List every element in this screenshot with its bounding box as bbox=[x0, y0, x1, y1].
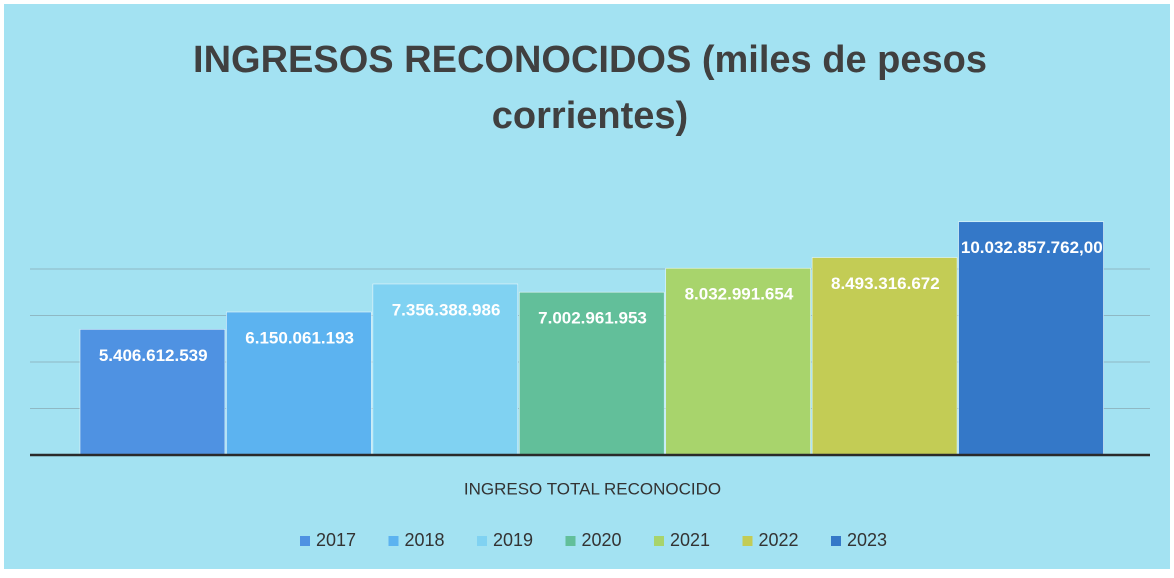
legend-label: 2023 bbox=[847, 530, 887, 550]
legend-swatch bbox=[388, 536, 399, 546]
data-label: 7.356.388.986 bbox=[392, 300, 501, 319]
bar bbox=[226, 311, 372, 456]
data-label: 8.032.991.654 bbox=[685, 285, 794, 304]
data-label: 5.406.612.539 bbox=[99, 346, 208, 365]
bar bbox=[372, 283, 519, 456]
legend-label: 2017 bbox=[316, 530, 356, 550]
legend-label: 2021 bbox=[670, 530, 710, 550]
legend-swatch bbox=[831, 536, 841, 546]
legend-swatch bbox=[565, 536, 576, 546]
data-label: 7.002.961.953 bbox=[538, 309, 647, 328]
legend-label: 2020 bbox=[582, 530, 622, 550]
legend-swatch bbox=[300, 536, 310, 546]
bar bbox=[518, 291, 665, 456]
x-tick-label: INGRESO TOTAL RECONOCIDO bbox=[464, 479, 721, 498]
legend-swatch bbox=[654, 536, 664, 546]
legend-swatch bbox=[477, 536, 487, 546]
bar bbox=[79, 328, 226, 456]
data-label: 6.150.061.193 bbox=[245, 328, 354, 347]
chart-title: corrientes) bbox=[492, 95, 688, 137]
legend-swatch bbox=[742, 536, 753, 546]
legend-label: 2019 bbox=[493, 530, 533, 550]
bar bbox=[665, 267, 811, 456]
data-label: 8.493.316.672 bbox=[831, 274, 940, 293]
legend-label: 2018 bbox=[405, 530, 445, 550]
legend-label: 2022 bbox=[759, 530, 799, 550]
bar bbox=[811, 257, 958, 456]
data-label: 10.032.857.762,00 bbox=[961, 238, 1103, 257]
chart-title: INGRESOS RECONOCIDOS (miles de pesos bbox=[193, 39, 987, 81]
bar bbox=[958, 221, 1104, 456]
